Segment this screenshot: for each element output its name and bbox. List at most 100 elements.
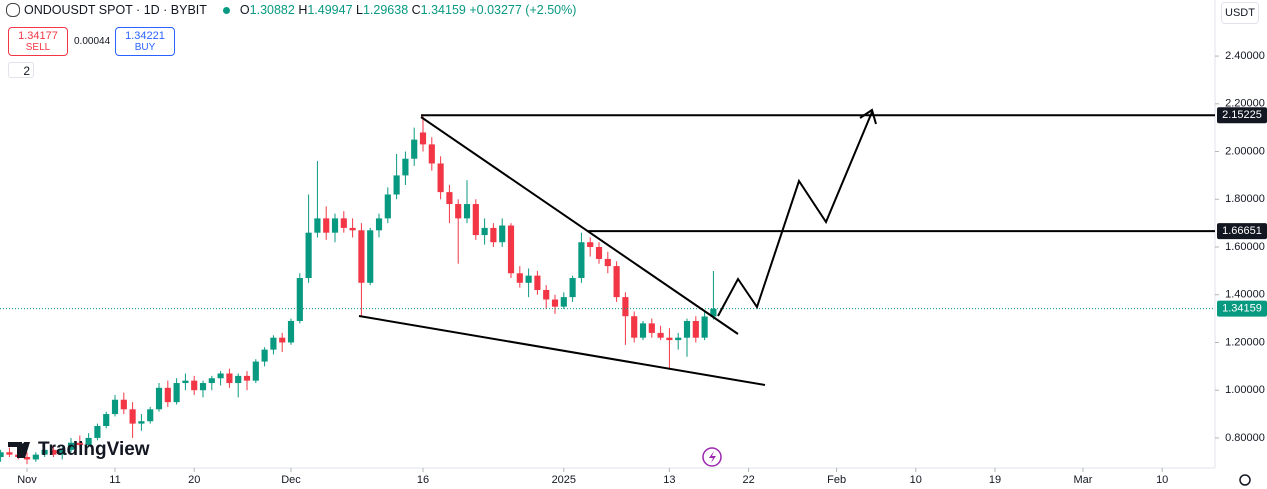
currency: USDT [1225, 7, 1255, 19]
candle-body [191, 380, 198, 391]
x-tick-label: 2025 [552, 474, 576, 486]
level-label: 2.15225 [1222, 109, 1262, 121]
candle-body [67, 442, 75, 450]
sell-button[interactable]: 1.34177 SELL [8, 27, 68, 56]
level-label: 1.66651 [1222, 225, 1262, 237]
candle-body [50, 449, 57, 455]
x-tick-label: 10 [910, 474, 922, 486]
ohlc-value: 1.49947 [307, 3, 353, 17]
y-tick-label: 1.00000 [1225, 384, 1265, 396]
candle-body [261, 349, 268, 362]
spread: 0.00044 [74, 36, 111, 47]
candle-body [173, 383, 180, 403]
candle-body [367, 230, 374, 283]
candle-body [85, 437, 92, 446]
candle-body [41, 449, 48, 455]
candle-body [393, 175, 400, 195]
y-tick-label: 2.40000 [1225, 50, 1265, 62]
settings-icon[interactable] [1239, 474, 1251, 486]
candle-body [129, 409, 136, 424]
candle-body [6, 452, 13, 455]
ohlc-letter: C [411, 3, 421, 17]
candle-body [604, 258, 611, 267]
candle-body [463, 204, 471, 219]
x-tick-label: 13 [663, 474, 675, 486]
y-tick-label: 1.20000 [1225, 336, 1265, 348]
candle-body [235, 375, 242, 384]
y-tick-label: 1.80000 [1225, 193, 1265, 205]
candle-body [701, 316, 708, 338]
ohlc-value: 1.30882 [249, 3, 295, 17]
candle-body [199, 383, 207, 391]
candle-body [595, 247, 603, 259]
sell-price: 1.34177 [18, 30, 58, 42]
y-tick-label: 1.60000 [1225, 241, 1265, 253]
candle-body [622, 297, 629, 317]
candle-body [164, 387, 171, 403]
x-tick-label: 11 [109, 474, 120, 486]
candle-body [472, 204, 479, 236]
candle-body [226, 373, 233, 384]
buy-label: BUY [134, 42, 156, 53]
candle-body [437, 163, 444, 193]
projection-path [717, 111, 873, 317]
candle-body [455, 204, 462, 219]
events-icon[interactable] [702, 447, 722, 467]
candle-body [657, 332, 664, 338]
candle-body [94, 425, 101, 438]
trend-line [420, 116, 739, 335]
sell-label: SELL [25, 42, 51, 53]
candle-body [358, 230, 365, 283]
candle-body [411, 139, 418, 159]
indicators-toggle[interactable]: 2 [8, 62, 34, 78]
currency-button[interactable]: USDT [1221, 2, 1259, 24]
candle-body [23, 457, 31, 460]
candle-body [384, 194, 391, 219]
legend: ONDOUSDT SPOT · 1D · BYBIT O 1.30882 H 1.4… [6, 3, 576, 17]
candle-body [683, 320, 691, 338]
candle-body [279, 337, 286, 343]
candle-body [270, 337, 277, 350]
buy-button[interactable]: 1.34221 BUY [115, 27, 175, 56]
trend-line [358, 315, 766, 386]
candle-body [182, 380, 189, 384]
y-tick-label: 2.20000 [1225, 98, 1265, 110]
candle-body [507, 225, 515, 274]
arrow-head [859, 108, 877, 125]
last-price-label-bg [1217, 300, 1267, 317]
candle-body [323, 218, 330, 233]
last-price-label: 1.34159 [1222, 303, 1262, 315]
candle-body [675, 337, 682, 341]
candle-body [243, 375, 251, 381]
symbol[interactable]: ONDOUSDT SPOT · 1D · BYBIT [24, 3, 207, 17]
candle-body [569, 278, 576, 298]
candle-body [534, 275, 541, 290]
candle-body [631, 316, 638, 338]
events-bolt [709, 451, 716, 463]
ohlc-letter: O [239, 3, 250, 17]
candle-body [349, 227, 356, 231]
candle-body [419, 132, 427, 145]
level-label-bg [1217, 107, 1267, 124]
x-tick-label: Dec [281, 474, 301, 486]
candle-body [525, 275, 532, 283]
candle-body [692, 320, 699, 338]
buy-price: 1.34221 [125, 30, 165, 42]
candle-body [120, 399, 127, 410]
candle-body [578, 242, 585, 279]
x-tick-label: Nov [17, 474, 37, 486]
x-tick-label: 22 [742, 474, 754, 486]
candle-body [375, 218, 383, 231]
candle-body [252, 361, 259, 381]
candle-body [613, 266, 620, 298]
x-tick-label: Mar [1074, 474, 1093, 486]
candle-body [59, 449, 66, 455]
x-tick-label: 19 [989, 474, 1001, 486]
candle-body [217, 373, 224, 379]
y-tick-label: 1.40000 [1225, 289, 1265, 301]
candle-body [543, 289, 550, 300]
candle-body [155, 387, 163, 410]
candle-body [32, 454, 39, 460]
